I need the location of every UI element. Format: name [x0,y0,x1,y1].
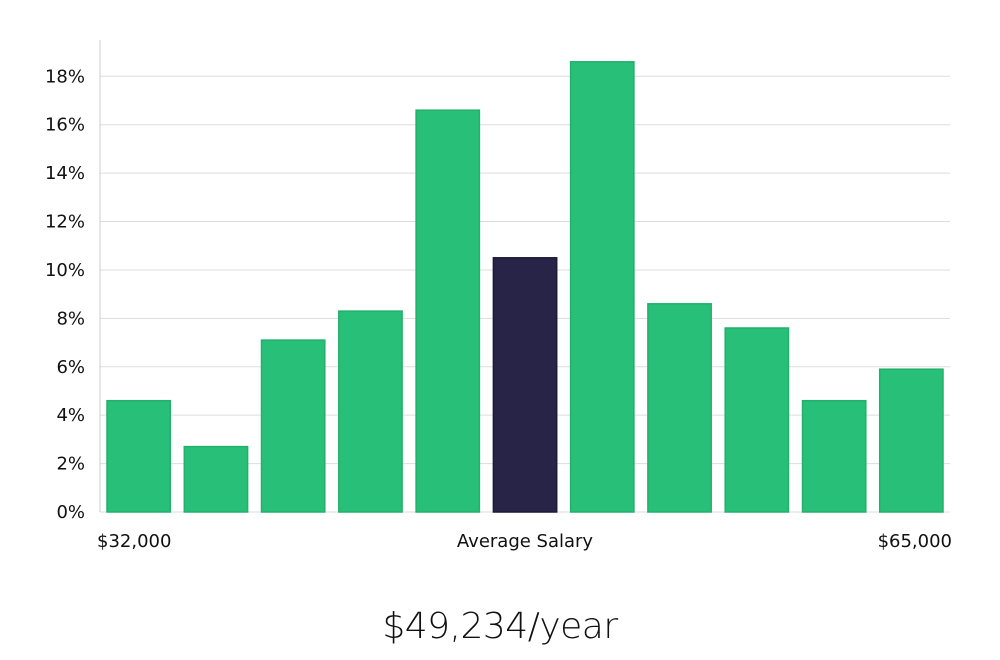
y-tick-label: 0% [56,502,85,523]
y-tick-label: 6% [56,357,85,378]
x-label-max: $65,000 [878,531,952,552]
y-tick-label: 12% [45,212,85,233]
bar [801,399,867,513]
bar [260,339,326,513]
bar [878,368,944,513]
bar [183,445,249,513]
y-tick-label: 16% [45,115,85,136]
bar [724,327,790,513]
bar [647,303,712,513]
y-tick-label: 18% [45,66,85,87]
bar [106,399,172,513]
y-tick-label: 2% [56,454,85,475]
average-salary-value: $49,234/year [382,606,618,647]
bars [106,61,944,513]
y-tick-label: 10% [45,260,85,281]
bar [415,109,481,513]
y-tick-label: 8% [56,308,85,329]
x-label-average: Average Salary [457,531,594,552]
bar [569,61,635,513]
bar-average [492,257,558,513]
y-tick-label: 4% [56,405,85,426]
salary-histogram: 0% 2% 4% 6% 8% 10% 12% 14% 16% 18% $32,000 Averag… [45,40,952,552]
bar [338,310,403,513]
x-label-min: $32,000 [97,531,171,552]
y-tick-label: 14% [45,163,85,184]
y-axis-ticks: 0% 2% 4% 6% 8% 10% 12% 14% 16% 18% [45,66,85,523]
